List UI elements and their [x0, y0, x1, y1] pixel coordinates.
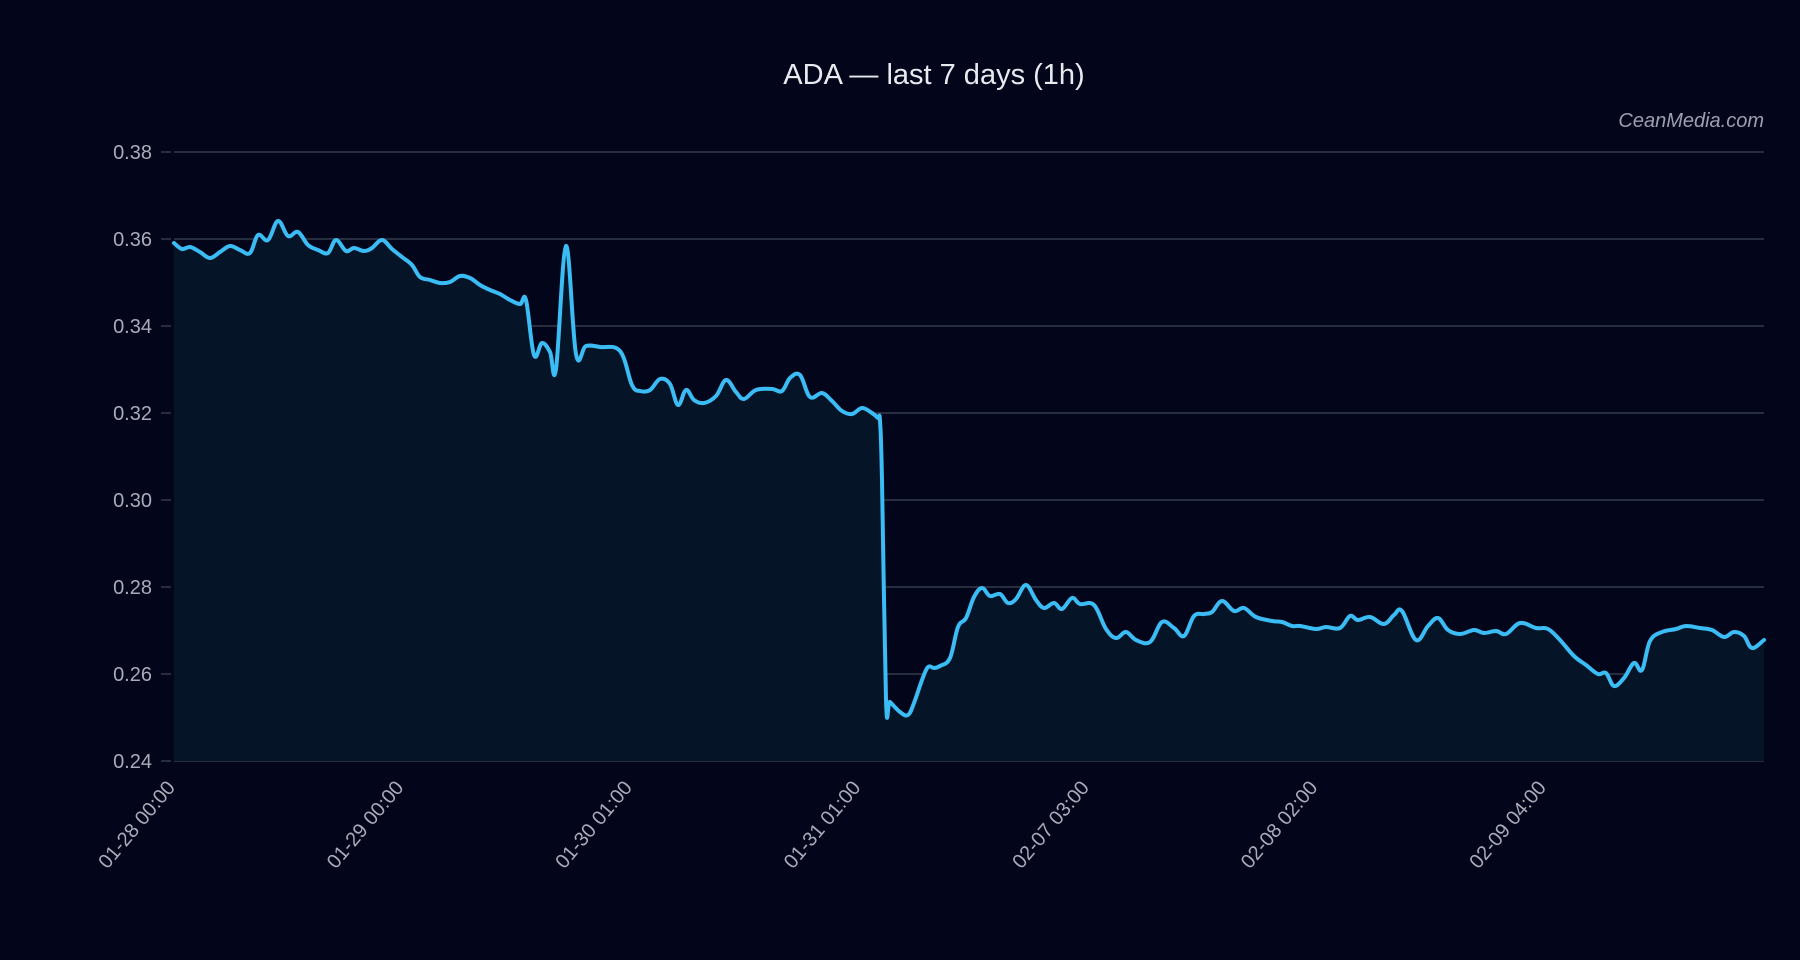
y-tick-label: 0.32 [113, 403, 152, 425]
watermark: CeanMedia.com [1618, 110, 1764, 132]
y-axis: 0.24 0.26 0.28 0.30 0.32 0.34 0.36 0.38 [113, 142, 171, 773]
chart-title: ADA — last 7 days (1h) [783, 59, 1084, 91]
price-line [172, 219, 1766, 720]
x-tick-label: 01-31 01:00 [780, 777, 865, 873]
y-tick-label: 0.36 [113, 229, 152, 251]
x-tick-label: 01-30 01:00 [551, 777, 636, 873]
y-tick-label: 0.28 [113, 577, 152, 599]
x-tick-label: 01-29 00:00 [323, 777, 408, 873]
x-tick-label: 02-07 03:00 [1008, 777, 1093, 873]
x-tick-label: 02-09 04:00 [1465, 777, 1550, 873]
y-tick-label: 0.24 [113, 751, 152, 773]
y-tick-label: 0.38 [113, 142, 152, 164]
x-axis: 01-28 00:00 01-29 00:00 01-30 01:00 01-31 0… [94, 777, 1550, 873]
y-tick-label: 0.26 [113, 664, 152, 686]
y-tick-label: 0.34 [113, 316, 152, 338]
x-tick-label: 01-28 00:00 [94, 777, 179, 873]
x-tick-label: 02-08 02:00 [1237, 777, 1322, 873]
area-fill [174, 220, 1764, 761]
y-tick-label: 0.30 [113, 490, 152, 512]
